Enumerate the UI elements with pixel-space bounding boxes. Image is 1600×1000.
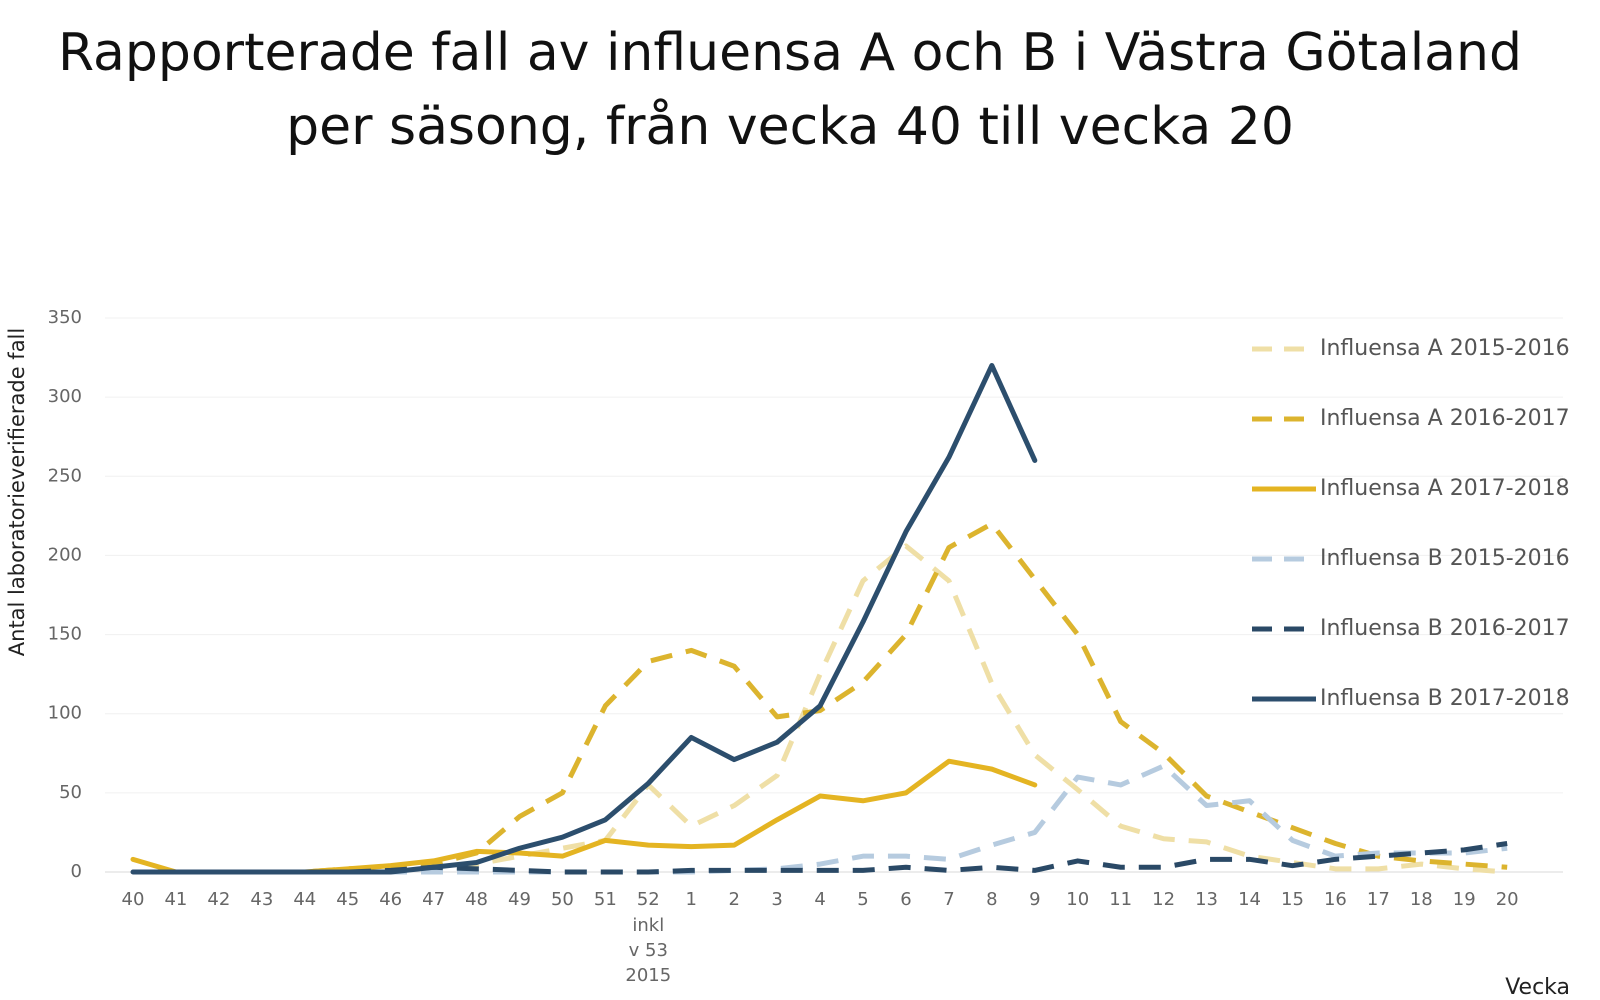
legend-label: Influensa A 2015-2016: [1320, 336, 1570, 361]
legend-label: Influensa B 2015-2016: [1320, 546, 1570, 571]
x-tick-label: 7: [943, 889, 954, 910]
y-axis-label: Antal laboratorieverifierade fall: [5, 328, 29, 656]
x-tick-label: 9: [1029, 889, 1040, 910]
x-tick-label: 46: [379, 889, 402, 910]
x-tick-label: 2: [728, 889, 739, 910]
y-tick-label: 100: [48, 703, 82, 724]
x-tick-label: 10: [1066, 889, 1089, 910]
y-tick-label: 150: [48, 624, 82, 645]
legend-label: Influensa A 2016-2017: [1320, 406, 1570, 431]
x-tick-note: inkl: [632, 915, 664, 936]
x-tick-label: 6: [900, 889, 911, 910]
chart-title: Rapporterade fall av influensa A och B i…: [58, 23, 1522, 83]
x-tick-label: 14: [1238, 889, 1261, 910]
series-line: [130, 362, 1038, 875]
series-line: [133, 763, 1508, 875]
x-tick-label: 16: [1324, 889, 1347, 910]
x-tick-label: 3: [771, 889, 782, 910]
y-tick-label: 50: [59, 782, 82, 803]
x-tick-label: 5: [857, 889, 868, 910]
x-tick-note: v 53: [629, 940, 668, 961]
x-tick-label: 50: [551, 889, 574, 910]
y-tick-label: 250: [48, 465, 82, 486]
y-tick-label: 350: [48, 307, 82, 328]
x-tick-label: 43: [250, 889, 273, 910]
legend-label: Influensa B 2016-2017: [1320, 616, 1570, 641]
x-tick-label: 44: [293, 889, 316, 910]
x-tick-label: 42: [207, 889, 230, 910]
legend-label: Influensa A 2017-2018: [1320, 476, 1570, 501]
x-tick-label: 51: [594, 889, 617, 910]
x-tick-label: 45: [336, 889, 359, 910]
legend-label: Influensa B 2017-2018: [1320, 686, 1570, 711]
x-tick-label: 15: [1281, 889, 1304, 910]
x-tick-label: 4: [814, 889, 825, 910]
y-tick-label: 300: [48, 386, 82, 407]
x-tick-label: 11: [1109, 889, 1132, 910]
x-tick-label: 8: [986, 889, 997, 910]
x-tick-label: 48: [465, 889, 488, 910]
x-tick-label: 41: [164, 889, 187, 910]
x-tick-label: 49: [508, 889, 531, 910]
chart-title: per säsong, från vecka 40 till vecka 20: [286, 97, 1294, 157]
x-tick-label: 17: [1367, 889, 1390, 910]
x-tick-label: 47: [422, 889, 445, 910]
x-tick-label: 18: [1410, 889, 1433, 910]
y-tick-label: 0: [71, 861, 82, 882]
x-tick-label: 1: [686, 889, 697, 910]
y-tick-label: 200: [48, 544, 82, 565]
x-axis-label: Vecka: [1505, 975, 1570, 1000]
x-tick-label: 19: [1453, 889, 1476, 910]
x-tick-label: 13: [1195, 889, 1218, 910]
x-tick-label: 40: [122, 889, 145, 910]
x-tick-note: 2015: [625, 965, 671, 986]
x-tick-label: 12: [1152, 889, 1175, 910]
x-tick-label: 52: [637, 889, 660, 910]
x-tick-label: 20: [1496, 889, 1519, 910]
